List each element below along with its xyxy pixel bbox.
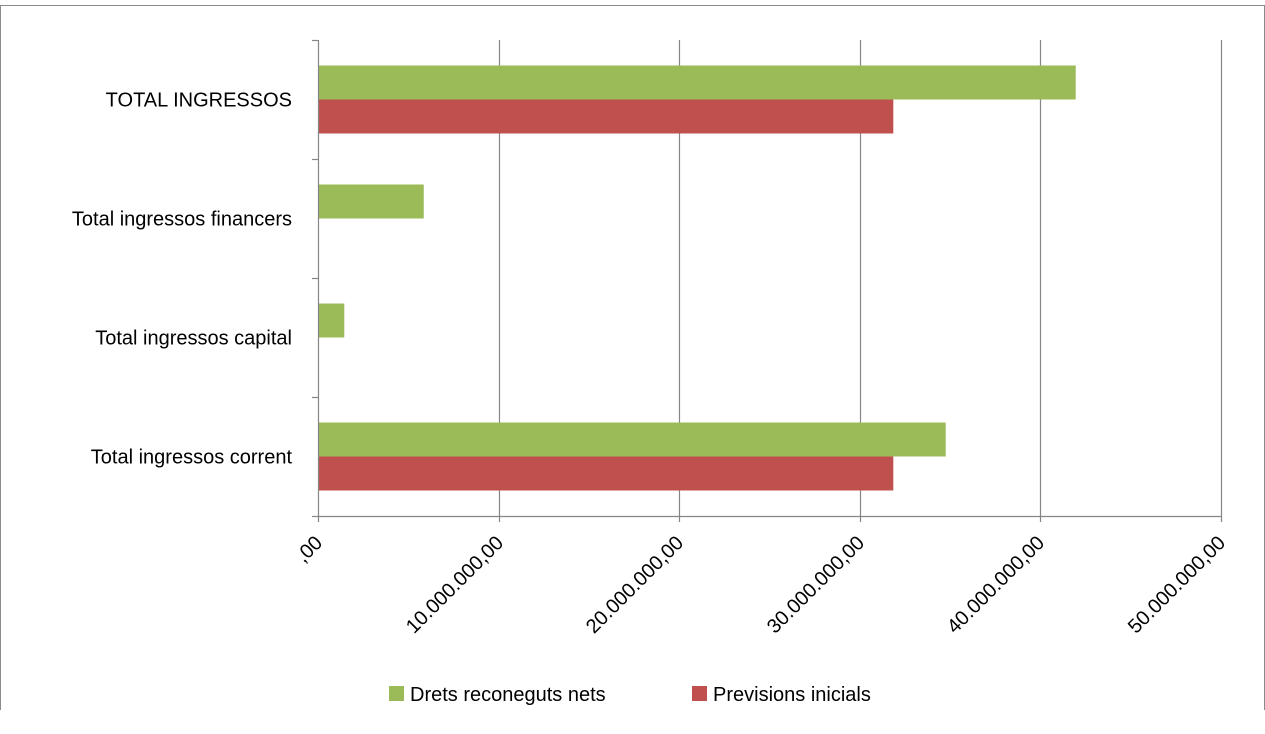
legend: Drets reconeguts nets Previsions inicials [389, 684, 871, 706]
legend-label: Previsions inicials [713, 684, 871, 706]
legend-label: Drets reconeguts nets [410, 684, 606, 706]
bar-previsions-inicials [319, 99, 894, 134]
category-label: Total ingressos capital [95, 328, 292, 350]
bar-drets-reconeguts-nets [319, 65, 1076, 100]
bar-drets-reconeguts-nets [319, 422, 946, 457]
x-tick-label: ,00 [292, 532, 327, 567]
bar-previsions-inicials [319, 456, 894, 491]
x-tick-label: 20.000.000,00 [582, 532, 688, 638]
bars [319, 65, 1076, 491]
x-tick-label: 30.000.000,00 [763, 532, 869, 638]
bar-drets-reconeguts-nets [319, 184, 424, 219]
category-label: Total ingressos corrent [91, 447, 293, 469]
legend-swatch [389, 686, 404, 701]
bar-drets-reconeguts-nets [319, 303, 345, 338]
x-tick-label: 10.000.000,00 [402, 532, 508, 638]
x-tick-label: 40.000.000,00 [943, 532, 1049, 638]
axis-labels: ,00 10.000.000,00 20.000.000,00 30.000.000,… [72, 90, 1230, 638]
x-tick-label: 50.000.000,00 [1124, 532, 1230, 638]
axes [312, 39, 1223, 522]
legend-swatch [692, 686, 707, 701]
category-label: TOTAL INGRESSOS [106, 90, 292, 112]
category-label: Total ingressos financers [72, 209, 292, 231]
